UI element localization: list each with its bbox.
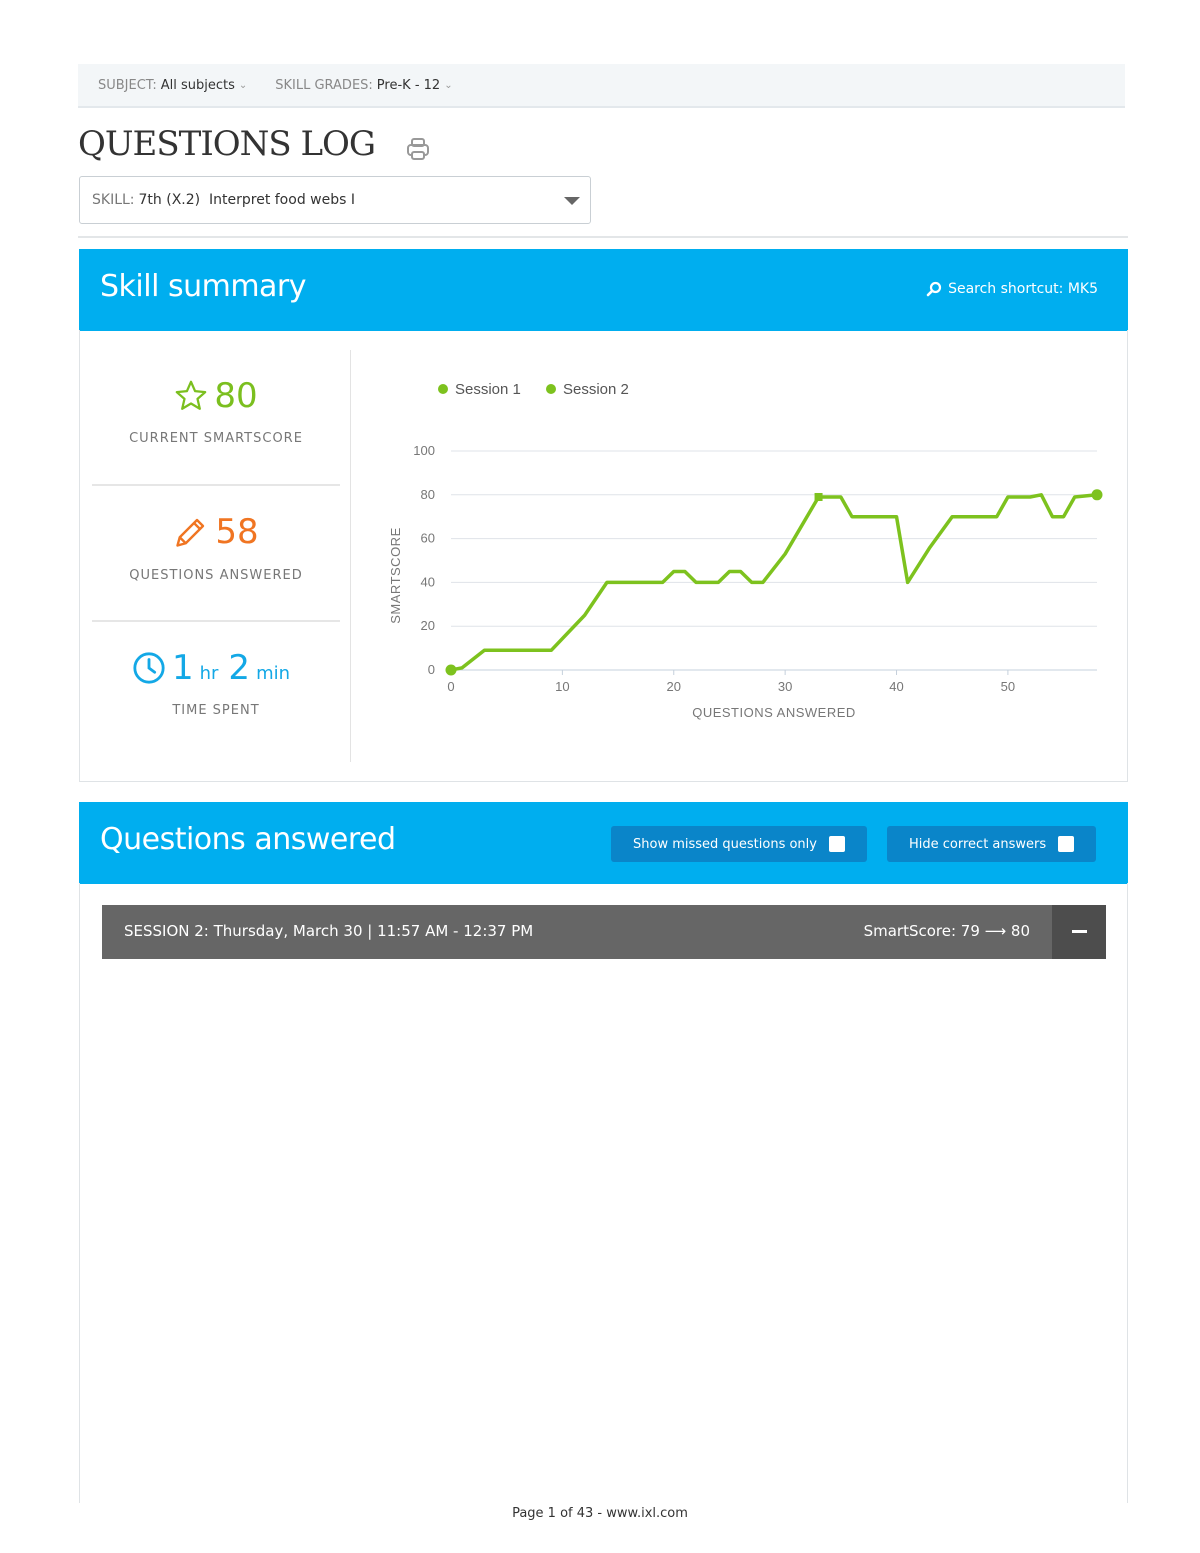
show-missed-label: Show missed questions only bbox=[633, 836, 817, 852]
y-tick-label: 60 bbox=[421, 531, 435, 546]
series-line-2 bbox=[818, 493, 1098, 585]
skill-select-label: SKILL: bbox=[92, 192, 135, 208]
y-tick-label: 20 bbox=[421, 618, 435, 633]
questions-answered-title: Questions answered bbox=[100, 822, 396, 857]
skill-select[interactable]: SKILL: 7th (X.2) Interpret food webs I bbox=[79, 176, 591, 224]
skill-summary-body: 80 CURRENT SMARTSCORE 58 QUESTIONS ANSWE… bbox=[79, 330, 1128, 782]
questions-answered-header: Questions answered Show missed questions… bbox=[79, 802, 1128, 884]
series-end-point bbox=[1091, 489, 1103, 501]
smartscore-caption: CURRENT SMARTSCORE bbox=[129, 431, 303, 446]
x-tick-label: 0 bbox=[447, 679, 454, 694]
time-minutes-unit: min bbox=[256, 663, 291, 684]
series-start-point bbox=[445, 664, 457, 676]
grades-filter[interactable]: SKILL GRADES: Pre-K - 12 ⌄ bbox=[275, 78, 452, 93]
hide-correct-checkbox[interactable] bbox=[1058, 836, 1075, 852]
y-tick-label: 40 bbox=[421, 574, 435, 589]
chevron-down-icon: ⌄ bbox=[238, 79, 248, 91]
questions-value: 58 bbox=[215, 512, 259, 552]
session-smartscore: SmartScore: 79 ⟶ 80 bbox=[863, 922, 1030, 940]
y-tick-label: 100 bbox=[413, 443, 435, 458]
clock-icon bbox=[133, 652, 165, 684]
smartscore-chart: 0 20 40 60 80 100 0 10 20 30 40 50 QUESTIONS ANSWERE… bbox=[388, 381, 1103, 720]
hide-correct-label: Hide correct answers bbox=[909, 836, 1047, 852]
filter-bar: SUBJECT: All subjects ⌄ SKILL GRADES: Pr… bbox=[78, 64, 1125, 108]
grades-filter-value: Pre-K - 12 bbox=[376, 77, 441, 93]
x-tick-label: 40 bbox=[889, 679, 903, 694]
search-icon bbox=[926, 281, 942, 297]
caret-down-icon bbox=[564, 197, 580, 205]
x-axis-label: QUESTIONS ANSWERED bbox=[692, 705, 856, 720]
questions-stat: 58 QUESTIONS ANSWERED bbox=[92, 486, 340, 622]
star-icon bbox=[176, 380, 207, 410]
page-footer: Page 1 of 43 - www.ixl.com bbox=[512, 1506, 688, 1521]
legend-marker bbox=[438, 384, 448, 394]
x-tick-label: 50 bbox=[1001, 679, 1015, 694]
search-shortcut-text: Search shortcut: MK5 bbox=[948, 281, 1098, 297]
x-tick-label: 20 bbox=[667, 679, 681, 694]
time-caption: TIME SPENT bbox=[172, 703, 260, 718]
x-tick-label: 10 bbox=[555, 679, 569, 694]
collapse-button[interactable] bbox=[1052, 905, 1106, 959]
y-axis-label: SMARTSCORE bbox=[388, 527, 403, 624]
subject-filter[interactable]: SUBJECT: All subjects ⌄ bbox=[98, 78, 247, 93]
legend-label: Session 1 bbox=[455, 381, 521, 398]
skill-summary-header: Skill summary Search shortcut: MK5 bbox=[79, 249, 1128, 331]
time-hours: 1 bbox=[171, 648, 194, 688]
hide-correct-toggle[interactable]: Hide correct answers bbox=[887, 826, 1096, 862]
session-header[interactable]: SESSION 2: Thursday, March 30 | 11:57 AM… bbox=[102, 905, 1106, 959]
print-icon[interactable] bbox=[404, 135, 432, 163]
subject-filter-label: SUBJECT: bbox=[98, 77, 157, 93]
skill-select-value: 7th (X.2) Interpret food webs I bbox=[138, 192, 355, 208]
divider bbox=[78, 236, 1128, 238]
column-divider bbox=[350, 350, 351, 762]
search-shortcut: Search shortcut: MK5 bbox=[926, 281, 1098, 297]
show-missed-checkbox[interactable] bbox=[828, 836, 845, 852]
session-title: SESSION 2: Thursday, March 30 | 11:57 AM… bbox=[124, 922, 534, 940]
stats-column: 80 CURRENT SMARTSCORE 58 QUESTIONS ANSWE… bbox=[92, 350, 340, 758]
legend-marker bbox=[546, 384, 556, 394]
skill-summary-title: Skill summary bbox=[100, 269, 307, 304]
chevron-down-icon: ⌄ bbox=[444, 79, 453, 91]
questions-answered-body: SESSION 2: Thursday, March 30 | 11:57 AM… bbox=[79, 883, 1128, 1503]
y-tick-label: 80 bbox=[421, 487, 435, 502]
minus-icon bbox=[1072, 930, 1087, 933]
time-stat: 1 hr 2 min TIME SPENT bbox=[92, 622, 340, 758]
show-missed-toggle[interactable]: Show missed questions only bbox=[611, 826, 867, 862]
pencil-icon bbox=[176, 518, 205, 547]
questions-caption: QUESTIONS ANSWERED bbox=[129, 568, 303, 583]
time-hours-unit: hr bbox=[199, 663, 219, 684]
subject-filter-value: All subjects bbox=[160, 77, 235, 93]
smartscore-stat: 80 CURRENT SMARTSCORE bbox=[92, 350, 340, 486]
session-boundary-point bbox=[814, 492, 823, 501]
grades-filter-label: SKILL GRADES: bbox=[275, 77, 373, 93]
series-line-1 bbox=[450, 496, 821, 672]
x-tick-label: 30 bbox=[778, 679, 792, 694]
smartscore-value: 80 bbox=[214, 376, 258, 416]
legend-label: Session 2 bbox=[563, 381, 629, 398]
y-tick-label: 0 bbox=[428, 662, 435, 677]
time-minutes: 2 bbox=[228, 648, 251, 688]
page-title: QUESTIONS LOG bbox=[78, 124, 376, 164]
